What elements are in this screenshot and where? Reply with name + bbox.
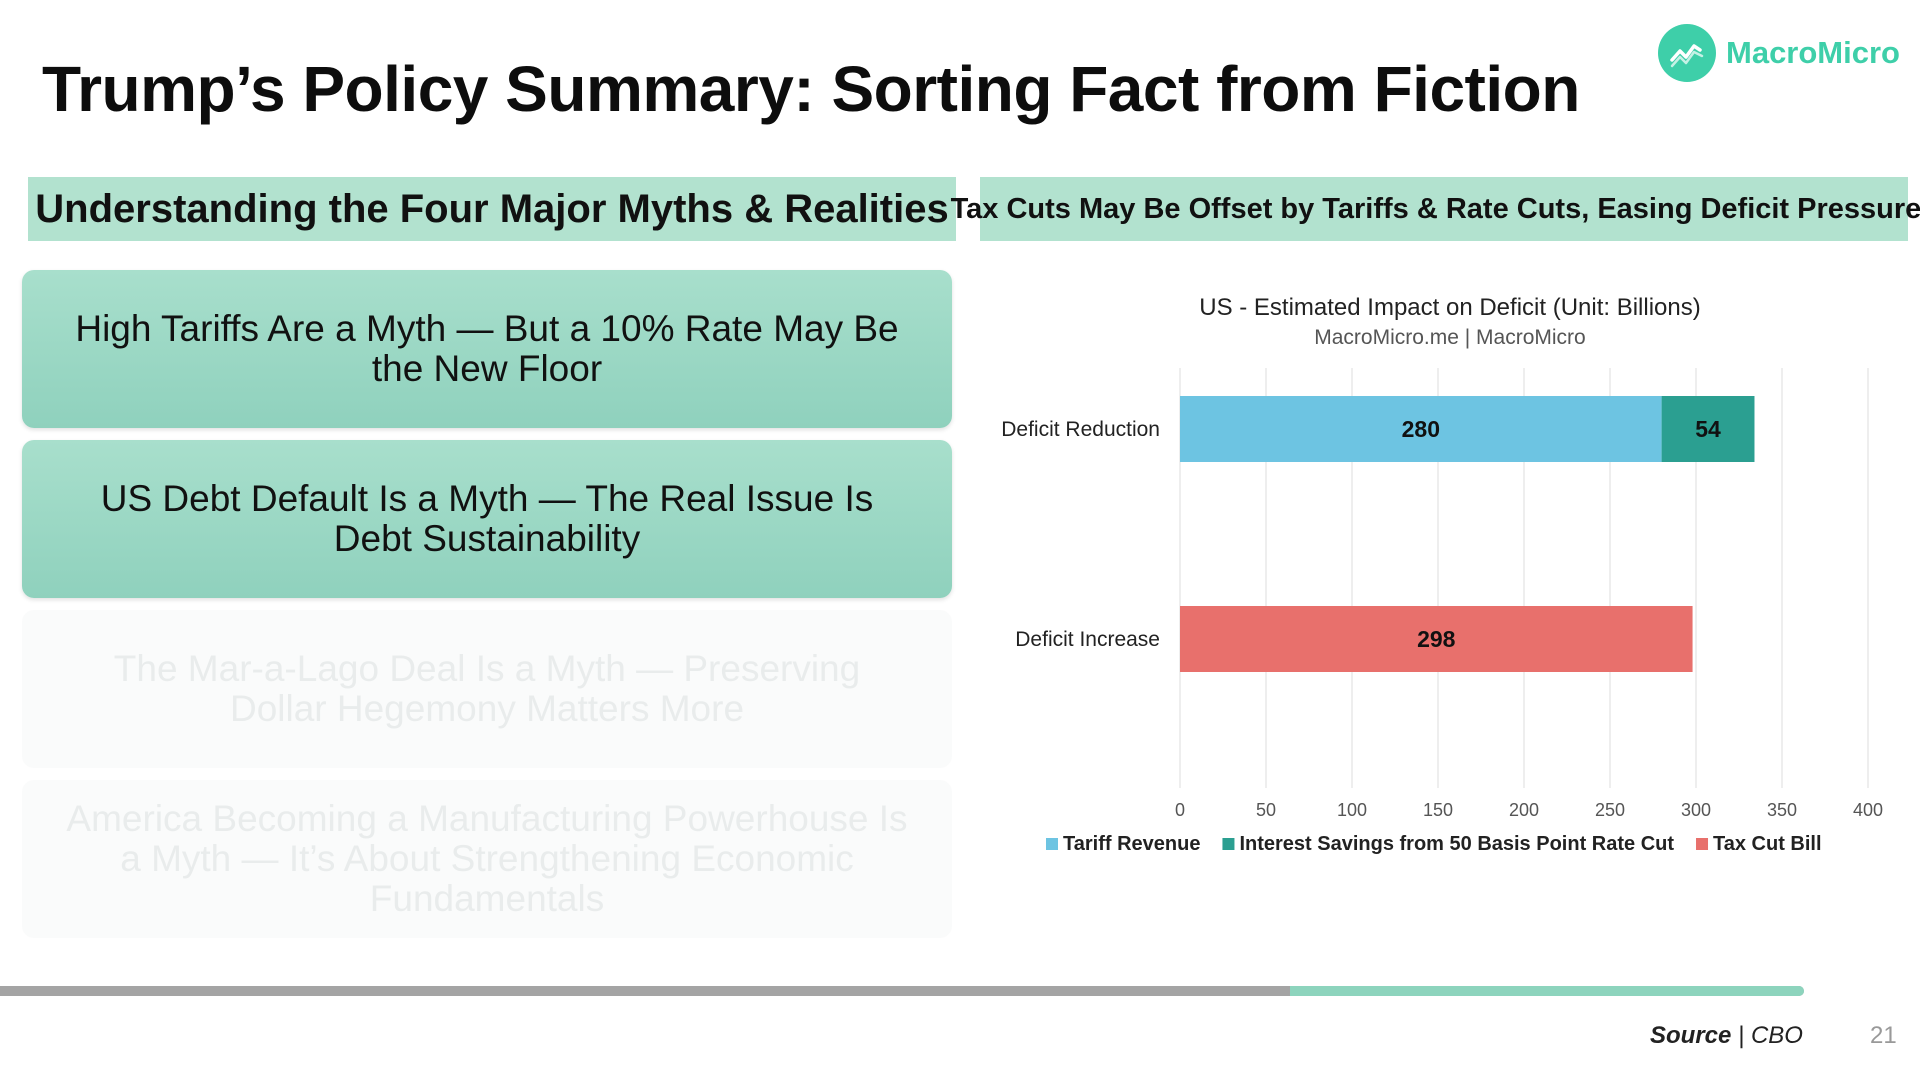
macromicro-logo: MacroMicro (1658, 24, 1900, 82)
myth-card-1[interactable]: High Tariffs Are a Myth — But a 10% Rate… (22, 270, 952, 428)
chart-title: US - Estimated Impact on Deficit (Unit: … (1199, 294, 1701, 321)
bar-segment (1180, 606, 1693, 672)
data-label: 298 (1417, 626, 1456, 652)
source-value: CBO (1750, 1022, 1803, 1049)
myth-card-2[interactable]: US Debt Default Is a Myth — The Real Iss… (22, 440, 952, 598)
category-label: Deficit Reduction (1001, 418, 1160, 441)
page-number: 21 (1870, 1022, 1897, 1049)
left-section-header: Understanding the Four Major Myths & Rea… (28, 177, 956, 241)
logo-text: MacroMicro (1726, 35, 1900, 70)
x-tick-label: 350 (1767, 800, 1797, 820)
progress-fill (1290, 986, 1804, 996)
x-tick-label: 400 (1853, 800, 1883, 820)
deficit-impact-chart: US - Estimated Impact on Deficit (Unit: … (980, 260, 1920, 880)
source-label: Source (1650, 1022, 1732, 1049)
myth-card-text: US Debt Default Is a Myth — The Real Iss… (100, 478, 874, 559)
data-label: 54 (1695, 416, 1721, 442)
data-label: 280 (1402, 416, 1440, 442)
x-tick-label: 300 (1681, 800, 1711, 820)
category-label: Deficit Increase (1015, 628, 1160, 651)
myth-card-text: America Becoming a Manufacturing Powerho… (66, 798, 908, 919)
x-tick-label: 100 (1337, 800, 1367, 820)
myth-card-3[interactable]: The Mar-a-Lago Deal Is a Myth — Preservi… (22, 610, 952, 768)
x-tick-label: 200 (1509, 800, 1539, 820)
legend-swatch (1696, 838, 1709, 850)
x-tick-label: 150 (1423, 800, 1453, 820)
slide-title: Trump’s Policy Summary: Sorting Fact fro… (42, 53, 1580, 125)
bar-segment (1180, 396, 1662, 462)
bar-segment (1661, 396, 1755, 462)
chart-subtitle: MacroMicro.me | MacroMicro (1314, 326, 1586, 349)
x-tick-label: 0 (1175, 800, 1185, 820)
myth-card-text: The Mar-a-Lago Deal Is a Myth — Preservi… (113, 648, 861, 729)
legend-swatch (1046, 838, 1058, 850)
legend-label: Tax Cut Bill (1713, 833, 1822, 855)
legend-label: Tariff Revenue (1063, 833, 1200, 855)
chart-plot: 0 50 100 150 200 250 300 350 400 Deficit Reductio… (1001, 368, 1883, 855)
legend-label: Interest Savings from 50 Basis Point Rat… (1239, 833, 1674, 855)
slide-progress-bar (0, 986, 1804, 996)
trend-chart-icon (1658, 24, 1716, 82)
myth-card-4[interactable]: America Becoming a Manufacturing Powerho… (22, 780, 952, 938)
x-tick-label: 250 (1595, 800, 1625, 820)
myth-card-text: High Tariffs Are a Myth — But a 10% Rate… (75, 308, 899, 389)
legend-swatch (1222, 838, 1235, 850)
source-note: Source | CBO (1650, 1022, 1803, 1049)
right-section-header: Tax Cuts May Be Offset by Tariffs & Rate… (951, 177, 1920, 241)
x-tick-label: 50 (1256, 800, 1276, 820)
